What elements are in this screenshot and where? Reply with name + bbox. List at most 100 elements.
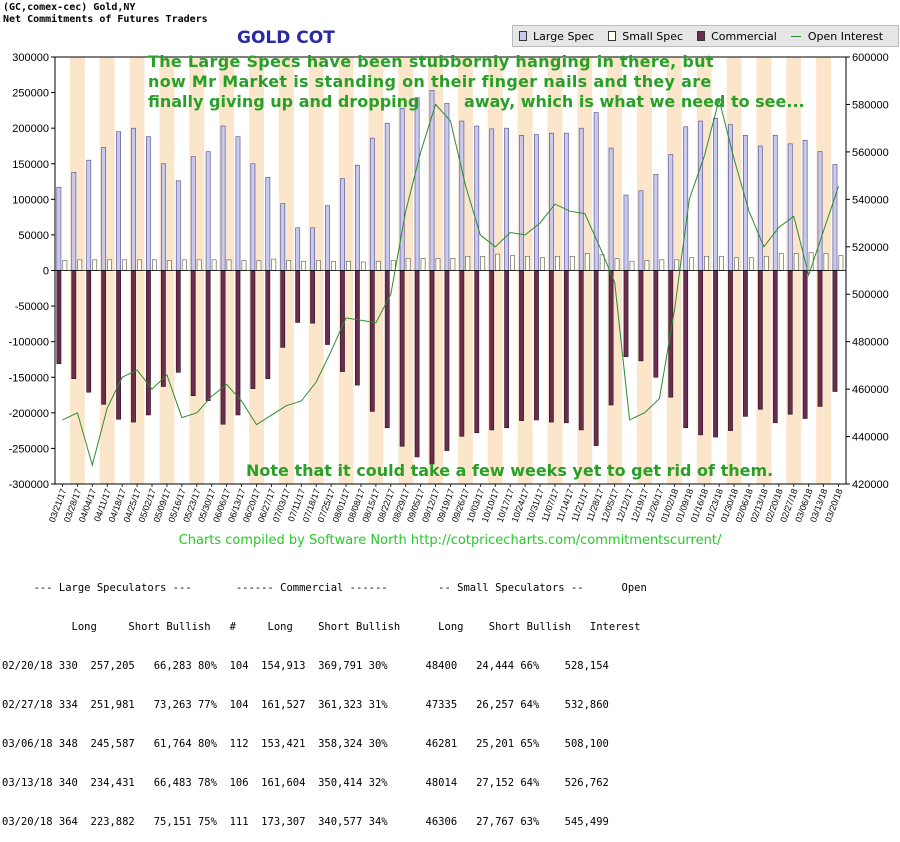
large-spec-bar — [399, 107, 405, 271]
small-spec-bar — [704, 255, 709, 271]
commercial-bar — [757, 270, 763, 410]
large-spec-bar — [160, 163, 166, 271]
right-tick-label: 540000 — [852, 194, 889, 206]
commercial-bar — [534, 270, 539, 421]
large-spec-bar — [369, 137, 375, 271]
legend-large-spec: Large Spec — [519, 30, 594, 43]
right-tick-label: 440000 — [852, 432, 889, 444]
left-tick-label: 0 — [43, 266, 49, 278]
small-spec-bar — [256, 260, 262, 271]
commercial-bar — [160, 270, 166, 387]
small-spec-bar — [77, 259, 83, 271]
small-spec-bar — [196, 259, 202, 271]
commercial-bar — [832, 270, 838, 392]
small-spec-bar — [166, 260, 172, 271]
commercial-bar — [414, 270, 420, 458]
commercial-bar — [429, 270, 435, 465]
commercial-bar — [235, 270, 241, 416]
large-spec-bar — [235, 136, 241, 271]
commercial-bar — [593, 270, 599, 446]
small-spec-bar — [286, 260, 292, 271]
right-tick-label: 600000 — [852, 52, 889, 64]
commercial-bar — [86, 270, 92, 393]
large-spec-bar — [787, 143, 793, 271]
large-spec-bar — [295, 227, 301, 271]
large-spec-bar — [310, 227, 315, 271]
small-spec-bar — [554, 255, 560, 271]
large-spec-bar — [698, 120, 704, 271]
commercial-bar — [280, 270, 286, 348]
right-tick-label: 460000 — [852, 384, 889, 396]
large-spec-bar — [713, 117, 718, 271]
commercial-bar — [101, 270, 107, 405]
table-row: 03/20/18 364 223,882 75,151 75% 111 173,… — [2, 816, 609, 828]
small-spec-bar — [316, 260, 321, 271]
left-tick-label: 200000 — [12, 123, 49, 135]
small-spec-bar — [510, 255, 515, 271]
commercial-bar — [519, 270, 524, 421]
left-tick-label: 150000 — [12, 159, 49, 171]
large-spec-bar — [265, 176, 271, 271]
small-spec-bar — [241, 260, 247, 271]
small-spec-bar — [405, 258, 411, 271]
large-spec-bar — [205, 151, 211, 271]
commercial-bar — [175, 270, 181, 373]
large-spec-bar — [549, 132, 554, 271]
small-spec-bar — [525, 255, 530, 271]
small-spec-bar — [390, 260, 396, 271]
small-spec-bar — [301, 260, 307, 271]
small-spec-bar — [181, 259, 187, 271]
left-tick-label: 250000 — [12, 88, 49, 100]
small-spec-bar — [763, 255, 769, 271]
commercial-bar — [384, 270, 390, 429]
large-spec-bar — [250, 163, 256, 271]
small-spec-bar — [122, 259, 127, 271]
commercial-bar — [549, 270, 554, 423]
table-row: 03/06/18 348 245,587 61,764 80% 112 153,… — [2, 738, 609, 750]
left-tick-label: 50000 — [18, 230, 49, 242]
large-spec-bar — [772, 134, 778, 271]
large-spec-bar — [802, 139, 808, 271]
small-spec-bar — [778, 253, 784, 271]
small-spec-bar — [614, 258, 620, 271]
commercial-bar — [310, 270, 315, 324]
large-spec-bar — [220, 125, 226, 271]
large-spec-bar — [175, 180, 181, 271]
commercial-bar — [713, 270, 718, 438]
large-spec-bar — [489, 128, 495, 271]
small-spec-bar — [62, 260, 68, 271]
commercial-bar — [265, 270, 271, 379]
large-spec-bar — [86, 159, 92, 271]
left-tick-label: -100000 — [9, 337, 49, 349]
small-spec-bar — [107, 259, 113, 271]
chart-legend: Large Spec Small Spec Commercial Open In… — [512, 25, 899, 47]
large-spec-bar — [623, 194, 629, 271]
instrument-label: (GC,comex-cec) Gold,NY — [3, 2, 136, 13]
legend-commercial: Commercial — [697, 30, 777, 43]
commercial-bar — [250, 270, 256, 389]
large-spec-bar — [563, 132, 569, 271]
small-spec-bar — [346, 260, 351, 271]
left-tick-label: -200000 — [9, 408, 49, 420]
small-spec-bar — [420, 258, 426, 271]
right-tick-label: 580000 — [852, 99, 889, 111]
small-spec-bar — [584, 253, 590, 271]
commercial-bar — [56, 270, 62, 365]
annotation-line-2: now Mr Market is standing on their finge… — [148, 72, 712, 91]
commercial-bar — [369, 270, 375, 412]
small-spec-bar — [793, 253, 799, 271]
commercial-bar — [638, 270, 644, 362]
commercial-bar — [474, 270, 480, 434]
legend-swatch-small-spec — [608, 31, 617, 41]
commercial-bar — [489, 270, 495, 431]
small-spec-bar — [629, 260, 635, 271]
commercial-bar — [623, 270, 629, 357]
small-spec-bar — [450, 258, 456, 271]
commercial-bar — [653, 270, 659, 378]
right-tick-label: 420000 — [852, 479, 889, 491]
legend-label: Open Interest — [807, 29, 884, 43]
left-tick-label: -250000 — [9, 443, 49, 455]
commercial-bar — [71, 270, 77, 379]
small-spec-bar — [674, 259, 680, 271]
annotation-line-1: The Large Specs have been stubbornly han… — [148, 52, 714, 71]
